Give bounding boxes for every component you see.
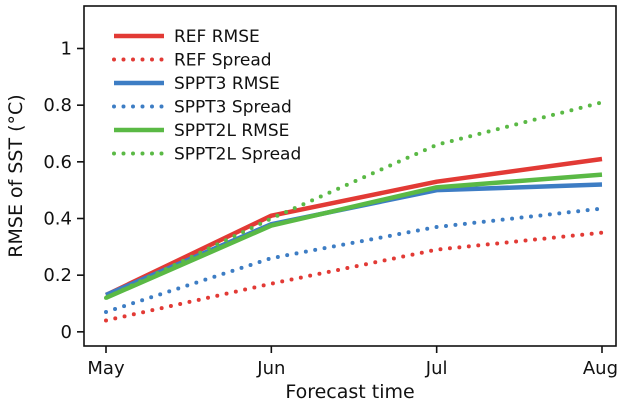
series-line-sppt3-spread	[104, 206, 604, 314]
y-tick-label: 1	[61, 39, 72, 60]
x-tick-label: Aug	[583, 358, 618, 379]
series-line-sppt3-rmse	[105, 182, 603, 298]
y-axis-title: RMSE of SST (°C)	[5, 94, 27, 257]
legend-label: SPPT2L Spread	[174, 145, 301, 165]
y-tick-label: 0.4	[43, 209, 72, 230]
legend-label: REF RMSE	[174, 27, 260, 47]
x-tick-label: Jun	[256, 358, 285, 379]
x-tick-label: May	[87, 358, 125, 379]
plot-frame	[83, 5, 617, 347]
axis-ticks: 0 0.2 0.4 0.6 0.8 1 May Jun Jul Aug	[43, 39, 618, 380]
y-tick-label: 0.8	[43, 95, 72, 116]
series-line-sppt2l-spread	[104, 100, 604, 300]
y-tick-label: 0	[61, 322, 72, 343]
legend-label: SPPT2L RMSE	[174, 121, 289, 141]
legend: REF RMSE REF Spread SPPT3 RMSE SPPT3 Spread…	[112, 27, 301, 165]
legend-label: SPPT3 RMSE	[174, 74, 280, 94]
series-lines	[104, 100, 604, 323]
series-line-ref-rmse	[105, 156, 603, 298]
y-tick-label: 0.2	[43, 265, 72, 286]
x-axis-title: Forecast time	[285, 381, 414, 403]
legend-label: REF Spread	[174, 51, 272, 71]
x-tick-label: Jul	[425, 358, 448, 379]
series-line-ref-spread	[104, 230, 604, 323]
series-line-sppt2l-rmse	[105, 172, 603, 300]
y-tick-label: 0.6	[43, 152, 72, 173]
legend-label: SPPT3 Spread	[174, 98, 292, 118]
